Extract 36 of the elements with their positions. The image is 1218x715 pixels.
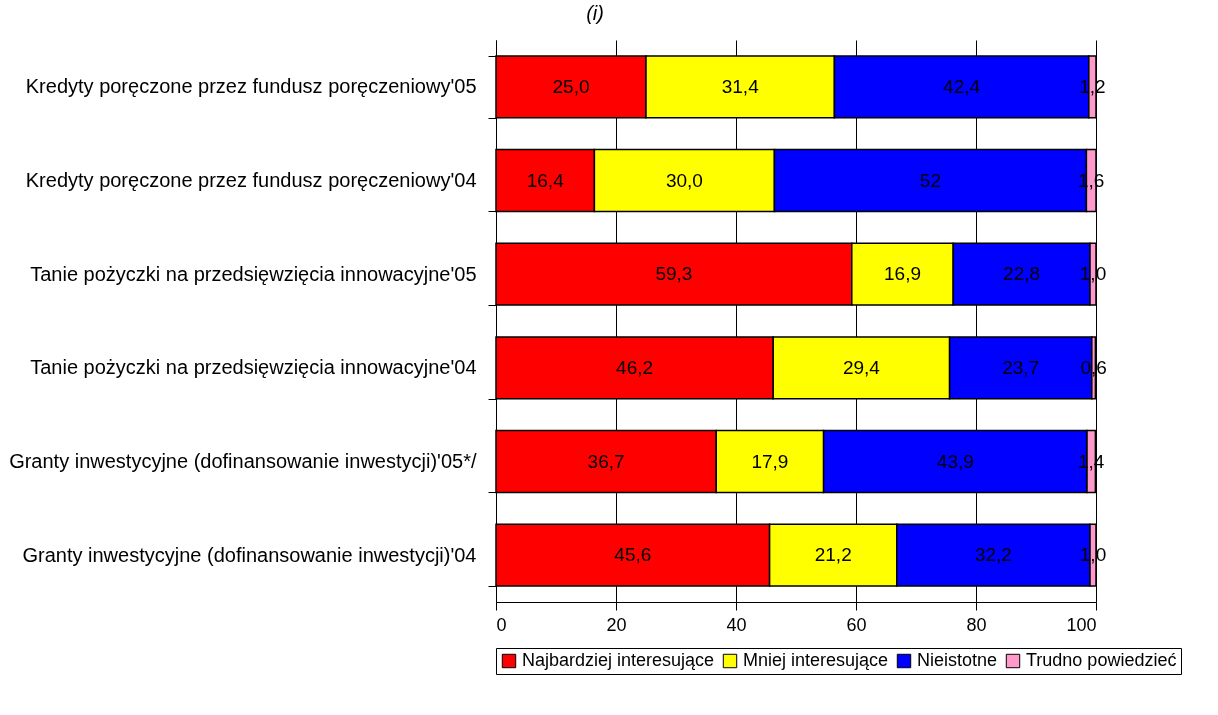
x-tick-label: 60	[846, 614, 867, 635]
data-label: 43,9	[936, 450, 974, 472]
y-tick-label: Tanie pożyczki na przedsięwzięcia innowacyjne'05	[30, 262, 477, 285]
y-tick-label: Tanie pożyczki na przedsięwzięcia innowacyjne'04	[30, 356, 477, 379]
data-label: 45,6	[614, 544, 652, 566]
data-label: 17,9	[751, 450, 789, 472]
y-tick-label: Granty inwestycyjne (dofinansowanie inwestycji)'05*/	[9, 450, 477, 472]
data-label: 30,0	[665, 169, 703, 191]
data-label: 42,4	[943, 75, 981, 97]
data-label: 32,2	[974, 544, 1012, 566]
legend-label: Nieistotne	[917, 650, 998, 670]
y-tick-label: Kredyty poręczone przez fundusz poręczeniowy'04	[25, 169, 477, 191]
data-label: 59,3	[655, 263, 693, 285]
data-label: 21,2	[814, 544, 852, 566]
y-tick-label: Granty inwestycyjne (dofinansowanie inwestycji)'04	[22, 543, 477, 566]
data-label: 16,9	[884, 263, 921, 285]
data-label: 52	[919, 169, 941, 191]
x-tick-label: 40	[726, 614, 747, 635]
x-tick-label: 20	[606, 614, 627, 635]
data-label: 36,7	[587, 450, 625, 472]
data-label: 0,6	[1080, 356, 1107, 378]
x-tick-label: 80	[966, 614, 987, 635]
legend-label: Najbardziej interesujące	[522, 650, 715, 670]
x-tick-label: 0	[496, 614, 507, 635]
data-label: 23,7	[1002, 356, 1040, 378]
data-label: 16,4	[526, 169, 565, 191]
data-label: 22,8	[1003, 263, 1041, 285]
legend-label: Mniej interesujące	[743, 650, 889, 670]
data-label: 31,4	[721, 75, 760, 97]
data-label: 46,2	[616, 356, 654, 378]
legend-label: Trudno powiedzieć	[1026, 650, 1177, 670]
data-label: 29,4	[842, 356, 881, 378]
x-tick-label: 100	[1066, 614, 1097, 635]
data-label: 25,0	[552, 75, 590, 97]
y-tick-label: Kredyty poręczone przez fundusz poręczeniowy'05	[25, 75, 477, 98]
chart-subtitle: (i)	[586, 2, 604, 24]
